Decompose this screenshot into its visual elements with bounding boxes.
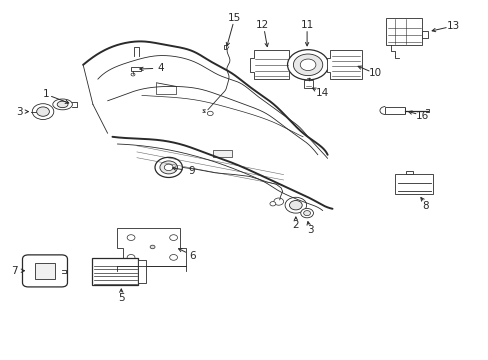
Circle shape bbox=[32, 104, 54, 120]
Circle shape bbox=[300, 208, 313, 218]
Text: 9: 9 bbox=[188, 166, 195, 176]
Circle shape bbox=[289, 201, 302, 210]
Circle shape bbox=[207, 111, 213, 116]
Text: 5: 5 bbox=[118, 293, 124, 303]
Bar bbox=[385, 107, 404, 114]
Polygon shape bbox=[326, 50, 361, 79]
Circle shape bbox=[155, 157, 182, 177]
Bar bbox=[92, 258, 138, 285]
Circle shape bbox=[127, 235, 135, 240]
Text: 7: 7 bbox=[11, 266, 18, 276]
Text: 8: 8 bbox=[421, 201, 428, 211]
Ellipse shape bbox=[53, 99, 72, 110]
Text: 13: 13 bbox=[446, 21, 460, 31]
Bar bbox=[304, 80, 312, 88]
Text: 15: 15 bbox=[227, 13, 241, 23]
Text: 6: 6 bbox=[189, 251, 196, 261]
Circle shape bbox=[127, 255, 135, 260]
Text: 10: 10 bbox=[368, 68, 381, 78]
Circle shape bbox=[164, 164, 173, 171]
Circle shape bbox=[160, 161, 177, 174]
Text: 12: 12 bbox=[255, 20, 269, 30]
Circle shape bbox=[169, 255, 177, 260]
FancyBboxPatch shape bbox=[22, 255, 67, 287]
Circle shape bbox=[169, 235, 177, 240]
Circle shape bbox=[303, 211, 310, 216]
Bar bbox=[138, 260, 145, 283]
Bar bbox=[394, 174, 432, 194]
Bar bbox=[386, 18, 421, 45]
Circle shape bbox=[269, 202, 275, 206]
Bar bbox=[131, 67, 141, 71]
Text: 4: 4 bbox=[157, 63, 163, 73]
Bar bbox=[405, 171, 412, 174]
Polygon shape bbox=[117, 228, 185, 266]
Text: 2: 2 bbox=[292, 220, 299, 230]
Bar bbox=[421, 31, 427, 38]
Circle shape bbox=[131, 73, 135, 76]
Circle shape bbox=[150, 245, 155, 249]
Circle shape bbox=[293, 54, 322, 76]
Text: 1: 1 bbox=[43, 89, 50, 99]
Circle shape bbox=[287, 50, 328, 80]
Text: 3: 3 bbox=[16, 107, 23, 117]
Circle shape bbox=[285, 197, 306, 213]
Text: 3: 3 bbox=[306, 225, 313, 235]
Bar bbox=[212, 150, 232, 157]
Circle shape bbox=[300, 59, 315, 71]
Text: 14: 14 bbox=[315, 87, 329, 98]
Polygon shape bbox=[250, 50, 292, 79]
Text: 11: 11 bbox=[300, 20, 313, 30]
Ellipse shape bbox=[57, 101, 68, 108]
Circle shape bbox=[37, 107, 49, 116]
Text: 16: 16 bbox=[415, 111, 428, 121]
Circle shape bbox=[273, 198, 283, 205]
Bar bbox=[35, 263, 55, 279]
